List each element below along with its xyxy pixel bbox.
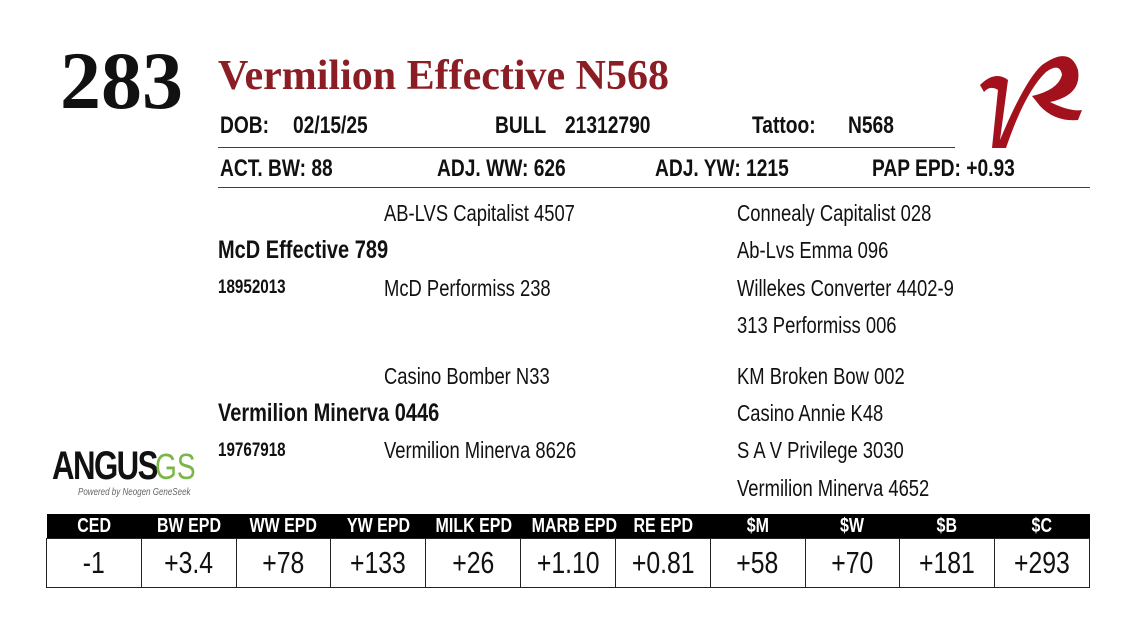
epd-value-row: -1 +3.4 +78 +133 +26 +1.10 +0.81 +58 +70 +181 +293 [46,538,1090,588]
performance: ADJ. YW: 1215 [655,155,789,182]
epd-header: $M [746,514,769,537]
pedigree-entry: KM Broken Bow 002 [737,363,905,389]
logo-main: ANGUS [52,444,158,488]
brand-mark [980,56,1082,148]
epd-header: RE EPD [632,514,693,537]
epd-value: +26 [452,545,495,580]
pedigree-entry: Casino Annie K48 [737,400,884,426]
pedigree-entry: Vermilion Minerva 8626 [384,437,577,463]
epd-value-cell: +26 [425,538,522,588]
logo-tagline: Powered by Neogen GeneSeek [78,487,191,498]
epd-header: BW EPD [156,514,221,537]
dam-name: Vermilion Minerva 0446 [218,399,440,427]
pedigree-entry: Casino Bomber N33 [384,363,550,389]
epd-header-cell: CED [46,514,142,539]
dob-label: DOB: [220,112,270,139]
epd-header: WW EPD [249,514,318,537]
dam-registration: 19767918 [218,440,286,461]
performance: ACT. BW: 88 [220,155,333,182]
epd-value: +70 [831,545,874,580]
epd-header: $C [1031,514,1053,537]
registration: 21312790 [565,112,651,139]
epd-header: YW EPD [346,514,410,537]
epd-value: +0.81 [631,545,695,580]
epd-header-cell: WW EPD [236,514,331,539]
epd-header-cell: $W [805,514,900,539]
epd-table: CED BW EPD WW EPD YW EPD MILK EPD MARB EPD RE … [46,514,1090,588]
epd-header: CED [77,514,111,537]
epd-value-cell: +78 [235,538,332,588]
pedigree-entry: S A V Privilege 3030 [737,437,904,463]
epd-value-cell: +1.10 [520,538,616,588]
epd-value-cell: +3.4 [140,538,237,588]
epd-value-cell: +70 [804,538,901,588]
epd-value-cell: +133 [330,538,427,588]
epd-value: +133 [350,545,407,580]
epd-value: +181 [919,545,976,580]
pedigree-entry: AB-LVS Capitalist 4507 [384,200,575,226]
pedigree-entry: 313 Performiss 006 [737,312,897,338]
epd-value-cell: +0.81 [614,538,711,588]
pedigree-entry: Ab-Lvs Emma 096 [737,237,889,263]
pedigree-entry: McD Performiss 238 [384,275,551,301]
divider [218,147,955,148]
tattoo: N568 [848,112,894,139]
pedigree-entry: Willekes Converter 4402-9 [737,275,954,301]
epd-value: +1.10 [536,545,600,580]
epd-header-cell: YW EPD [330,514,426,539]
epd-header-row: CED BW EPD WW EPD YW EPD MILK EPD MARB EPD RE … [46,514,1090,539]
lot-number: 283 [60,35,183,126]
epd-header-cell: BW EPD [141,514,237,539]
sire-registration: 18952013 [218,277,286,298]
pedigree-entry: Connealy Capitalist 028 [737,200,932,226]
epd-value: +58 [736,545,779,580]
performance: ADJ. WW: 626 [437,155,566,182]
epd-header: MILK EPD [435,514,512,537]
epd-header: $B [936,514,958,537]
logo-accent: GS [155,446,196,487]
epd-value: +293 [1014,545,1070,580]
brand-logo [980,56,1082,148]
epd-value-cell: +58 [709,538,806,588]
pedigree-entry: Vermilion Minerva 4652 [737,475,930,501]
epd-value: -1 [82,545,105,580]
epd-header-cell: $B [899,514,995,539]
epd-header-cell: $M [710,514,805,539]
epd-value-cell: -1 [46,538,142,588]
sex: BULL [495,112,547,139]
epd-header: $W [840,514,865,537]
dob: 02/15/25 [293,112,368,139]
epd-header-cell: RE EPD [615,514,711,539]
divider [218,187,1090,188]
epd-value: +3.4 [164,545,214,580]
performance: PAP EPD: +0.93 [872,155,1015,182]
epd-header-cell: MARB EPD [520,514,617,539]
epd-value-cell: +293 [994,538,1090,588]
epd-value-cell: +181 [899,538,996,588]
tattoo-label: Tattoo: [752,112,816,139]
epd-value: +78 [262,545,305,580]
animal-name: Vermilion Effective N568 [218,53,670,99]
epd-header: MARB EPD [531,514,617,537]
epd-header-cell: $C [994,514,1090,539]
epd-header-cell: MILK EPD [425,514,521,539]
sire-name: McD Effective 789 [218,236,389,264]
